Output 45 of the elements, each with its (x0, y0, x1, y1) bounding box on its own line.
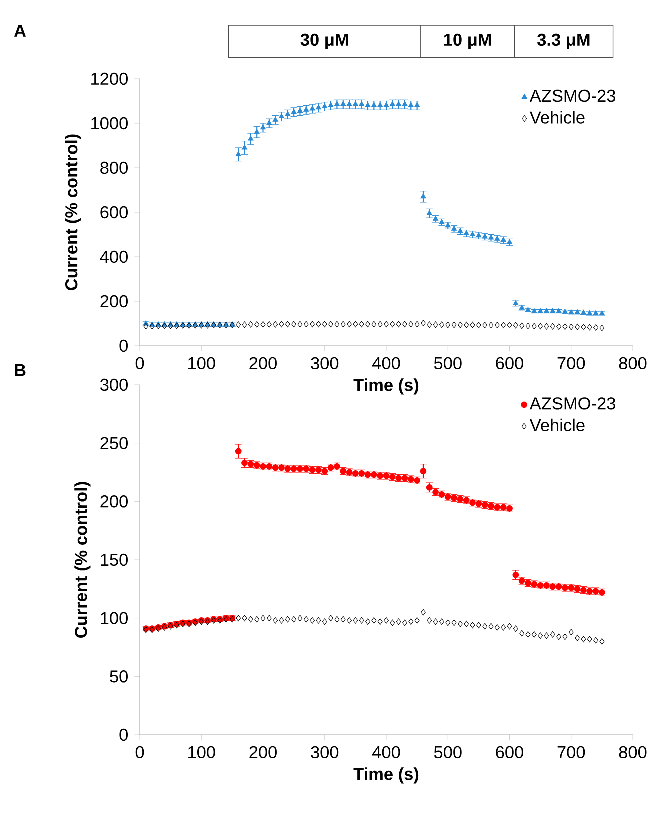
y-axis-title: Current (% control) (65, 134, 82, 290)
legend-label: AZSMO-23 (530, 90, 616, 102)
y-axis-title: Current (% control) (74, 482, 91, 638)
y-tick-label: 150 (101, 554, 128, 566)
y-tick-label: 250 (100, 437, 128, 450)
x-tick-label: 800 (619, 357, 647, 370)
x-tick-label: 0 (136, 357, 144, 370)
y-tick-label: 300 (100, 378, 128, 392)
x-tick-label: 0 (136, 746, 144, 759)
chart-title: B (15, 364, 26, 376)
x-tick-label: 400 (372, 357, 400, 370)
y-tick-label: 1000 (92, 117, 128, 130)
x-tick-label: 600 (496, 357, 524, 370)
legend-label: Vehicle (530, 111, 585, 124)
legend-label: AZSMO-23 (530, 398, 616, 410)
x-tick-label: 100 (188, 357, 216, 370)
legend-label: Vehicle (530, 418, 585, 432)
x-tick-label: 200 (250, 746, 277, 759)
x-tick-label: 700 (558, 746, 586, 759)
x-tick-label: 500 (434, 746, 462, 759)
text: 10 μM (444, 34, 492, 50)
y-tick-label: 0 (120, 728, 128, 742)
x-tick-label: 100 (188, 746, 216, 759)
x-tick-label: 800 (619, 746, 647, 759)
y-tick-label: 50 (110, 670, 128, 683)
x-tick-label: 700 (558, 357, 586, 370)
x-tick-label: 600 (496, 746, 524, 759)
x-tick-label: 200 (250, 357, 277, 370)
y-tick-label: 100 (101, 612, 128, 624)
y-tick-label: 600 (100, 206, 128, 219)
chart-title: A (14, 25, 26, 37)
y-tick-label: 400 (100, 250, 128, 264)
x-tick-label: 400 (372, 746, 400, 759)
x-tick-label: 300 (311, 746, 339, 759)
y-tick-label: 0 (120, 340, 128, 352)
y-tick-label: 200 (100, 295, 128, 308)
y-tick-label: 200 (100, 496, 128, 508)
x-tick-label: 500 (434, 357, 462, 370)
x-axis-title: Time (s) (354, 768, 419, 784)
x-tick-label: 300 (311, 357, 339, 370)
text: 30 μM (300, 34, 348, 50)
y-tick-label: 800 (100, 162, 128, 174)
text: 3.3 μM (538, 34, 590, 50)
y-tick-label: 1200 (92, 72, 128, 86)
x-axis-title: Time (s) (354, 378, 419, 395)
